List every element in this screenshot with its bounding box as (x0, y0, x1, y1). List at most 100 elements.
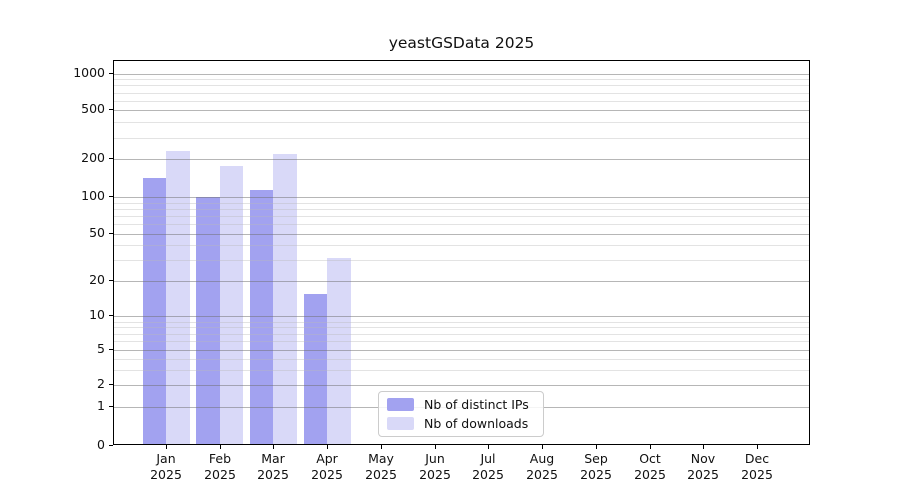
gridline-minor (114, 341, 809, 342)
x-tick-label: Apr 2025 (295, 451, 359, 483)
y-tick-label: 20 (89, 272, 105, 287)
x-tick-month: Jul (480, 451, 496, 466)
plot-area (113, 60, 810, 445)
x-axis-tick (650, 445, 651, 449)
legend-swatch-distinct-ips (387, 398, 414, 412)
x-axis-tick (703, 445, 704, 449)
gridline-major (114, 316, 809, 317)
y-tick-label: 5 (97, 341, 105, 356)
x-axis-tick (273, 445, 274, 449)
x-axis-tick (166, 445, 167, 449)
y-axis-tick (109, 73, 113, 74)
y-axis-tick (109, 109, 113, 110)
gridline-minor (114, 359, 809, 360)
y-tick-label: 100 (81, 188, 105, 203)
gridline-minor (114, 334, 809, 335)
y-axis-tick (109, 280, 113, 281)
x-tick-month: Feb (208, 451, 232, 466)
x-tick-year: 2025 (419, 467, 451, 482)
bar-downloads (327, 258, 351, 444)
legend-swatch-downloads (387, 416, 414, 430)
y-tick-label: 1 (97, 398, 105, 413)
bar-distinct-ips (142, 178, 166, 444)
gridline-minor (114, 203, 809, 204)
y-axis-tick (109, 158, 113, 159)
x-tick-month: Nov (690, 451, 716, 466)
x-tick-label: Jul 2025 (456, 451, 520, 483)
x-axis-tick (542, 445, 543, 449)
gridline-minor (114, 224, 809, 225)
gridline-minor (114, 260, 809, 261)
x-tick-label: Jan 2025 (134, 451, 198, 483)
x-axis-tick (327, 445, 328, 449)
gridline-minor (114, 322, 809, 323)
x-tick-year: 2025 (204, 467, 236, 482)
x-tick-year: 2025 (580, 467, 612, 482)
x-tick-year: 2025 (472, 467, 504, 482)
x-tick-label: May 2025 (349, 451, 413, 483)
gridline-major (114, 110, 809, 111)
y-axis-tick (109, 233, 113, 234)
bar-distinct-ips (249, 190, 274, 444)
gridline-minor (114, 138, 809, 139)
y-tick-label: 200 (81, 150, 105, 165)
x-tick-month: Aug (529, 451, 555, 466)
legend-item: Nb of downloads (387, 416, 535, 431)
x-tick-month: Sep (584, 451, 608, 466)
x-tick-year: 2025 (311, 467, 343, 482)
y-tick-label: 500 (81, 101, 105, 116)
legend-label: Nb of downloads (424, 415, 529, 431)
bar-downloads (219, 166, 244, 444)
gridline-major (114, 350, 809, 351)
x-tick-month: Dec (744, 451, 770, 466)
gridline-minor (114, 245, 809, 246)
x-tick-label: Dec 2025 (725, 451, 789, 483)
x-axis-tick (488, 445, 489, 449)
bar-distinct-ips (303, 294, 328, 444)
gridline-minor (114, 216, 809, 217)
x-tick-month: Mar (261, 451, 285, 466)
x-tick-label: Sep 2025 (564, 451, 628, 483)
gridline-minor (114, 209, 809, 210)
legend: Nb of distinct IPs Nb of downloads (378, 391, 544, 437)
x-axis-tick (381, 445, 382, 449)
x-tick-label: Aug 2025 (510, 451, 574, 483)
gridline-minor (114, 327, 809, 328)
gridline-minor (114, 79, 809, 80)
x-axis-tick (435, 445, 436, 449)
x-tick-label: Oct 2025 (618, 451, 682, 483)
y-tick-label: 2 (97, 376, 105, 391)
x-tick-year: 2025 (526, 467, 558, 482)
bar-downloads (166, 151, 190, 444)
x-tick-month: May (368, 451, 394, 466)
x-tick-year: 2025 (741, 467, 773, 482)
y-axis-tick (109, 406, 113, 407)
bar-downloads (273, 154, 297, 444)
x-axis-tick (220, 445, 221, 449)
x-tick-label: Nov 2025 (671, 451, 735, 483)
y-tick-label: 0 (97, 437, 105, 452)
y-tick-label: 1000 (73, 65, 105, 80)
x-tick-label: Feb 2025 (188, 451, 252, 483)
gridline-minor (114, 101, 809, 102)
y-axis-tick (109, 445, 113, 446)
gridline-minor (114, 370, 809, 371)
x-tick-month: Oct (639, 451, 661, 466)
y-axis-tick (109, 349, 113, 350)
bar-distinct-ips (196, 197, 220, 444)
x-tick-year: 2025 (687, 467, 719, 482)
x-axis-tick (757, 445, 758, 449)
x-tick-month: Apr (316, 451, 338, 466)
x-tick-label: Jun 2025 (403, 451, 467, 483)
x-tick-month: Jan (156, 451, 176, 466)
gridline-minor (114, 122, 809, 123)
x-tick-year: 2025 (634, 467, 666, 482)
chart-title: yeastGSData 2025 (388, 34, 535, 52)
gridline-major (114, 159, 809, 160)
gridline-minor (114, 85, 809, 86)
y-axis-tick (109, 196, 113, 197)
gridline-minor (114, 93, 809, 94)
x-tick-year: 2025 (257, 467, 289, 482)
y-tick-label: 10 (89, 307, 105, 322)
